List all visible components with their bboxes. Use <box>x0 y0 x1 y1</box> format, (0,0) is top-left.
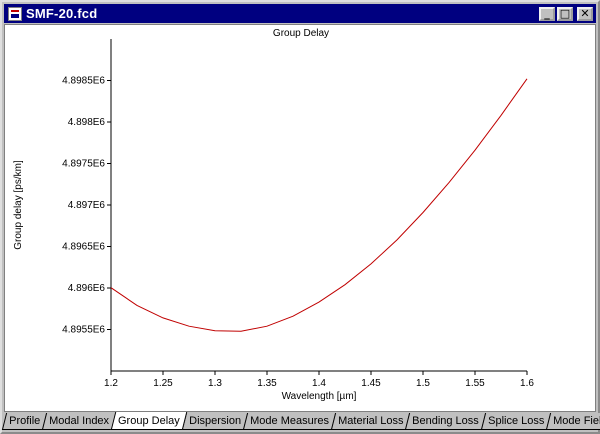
maximize-button[interactable]: □ <box>557 6 573 21</box>
window-controls: _ □ ✕ <box>539 6 593 21</box>
x-tick-label: 1.4 <box>312 378 326 389</box>
window-title: SMF-20.fcd <box>26 6 98 21</box>
x-axis-label: Wavelength [µm] <box>282 391 357 402</box>
y-axis-label: Group delay [ps/km] <box>13 160 24 250</box>
x-axis-ticks: 1.2 1.25 1.3 1.35 1.4 1.45 1.5 1.55 1.6 <box>104 371 534 389</box>
tab-label: Mode Measures <box>249 415 329 427</box>
title-bar[interactable]: SMF-20.fcd _ □ ✕ <box>4 4 596 23</box>
tab-mode-measures[interactable]: Mode Measures <box>242 413 336 430</box>
y-axis-ticks: 4.8955E6 4.896E6 4.8965E6 4.897E6 4.8975E6 4.… <box>62 76 111 336</box>
tab-profile[interactable]: Profile <box>1 413 48 430</box>
group-delay-series-line <box>110 78 528 332</box>
x-tick-label: 1.25 <box>153 378 173 389</box>
tab-label: Group Delay <box>118 414 181 427</box>
group-delay-chart: Group Delay 1.2 1.25 1.3 1.35 1.4 1.45 1.5 1.55… <box>13 28 534 402</box>
y-tick-label: 4.8965E6 <box>62 242 105 253</box>
tab-label: Material Loss <box>337 415 404 427</box>
tab-group-delay[interactable]: Group Delay <box>110 412 188 430</box>
document-icon[interactable] <box>8 6 22 21</box>
y-tick-label: 4.898E6 <box>68 117 106 128</box>
tab-mode-field[interactable]: Mode Field <box>545 413 600 430</box>
y-tick-label: 4.896E6 <box>68 283 106 294</box>
chart-panel: Group Delay 1.2 1.25 1.3 1.35 1.4 1.45 1.5 1.55… <box>4 24 596 412</box>
y-tick-label: 4.8955E6 <box>62 325 105 336</box>
tab-label: Bending Loss <box>412 415 479 427</box>
x-tick-label: 1.5 <box>416 378 430 389</box>
series-group <box>110 78 528 332</box>
tab-modal-index[interactable]: Modal Index <box>42 413 117 430</box>
y-tick-label: 4.8985E6 <box>62 76 105 87</box>
sheet-tab-strip: Profile Modal Index Group Delay Dispersion M… <box>1 412 600 432</box>
chart-title: Group Delay <box>273 28 329 39</box>
x-tick-label: 1.55 <box>465 378 485 389</box>
y-tick-label: 4.897E6 <box>68 200 106 211</box>
tab-dispersion[interactable]: Dispersion <box>181 413 248 430</box>
tab-label: Profile <box>9 415 41 427</box>
tab-label: Splice Loss <box>487 415 545 427</box>
x-tick-label: 1.45 <box>361 378 381 389</box>
minimize-button[interactable]: _ <box>539 6 555 21</box>
x-tick-label: 1.35 <box>257 378 277 389</box>
close-button[interactable]: ✕ <box>577 6 593 21</box>
tab-bending-loss[interactable]: Bending Loss <box>405 413 486 430</box>
tab-splice-loss[interactable]: Splice Loss <box>480 413 552 430</box>
tab-label: Mode Field <box>553 415 600 427</box>
y-tick-label: 4.8975E6 <box>62 159 105 170</box>
tab-label: Modal Index <box>49 415 110 427</box>
x-tick-label: 1.2 <box>104 378 118 389</box>
tab-label: Dispersion <box>189 415 241 427</box>
tab-material-loss[interactable]: Material Loss <box>330 413 411 430</box>
x-tick-label: 1.6 <box>520 378 534 389</box>
x-tick-label: 1.3 <box>208 378 222 389</box>
